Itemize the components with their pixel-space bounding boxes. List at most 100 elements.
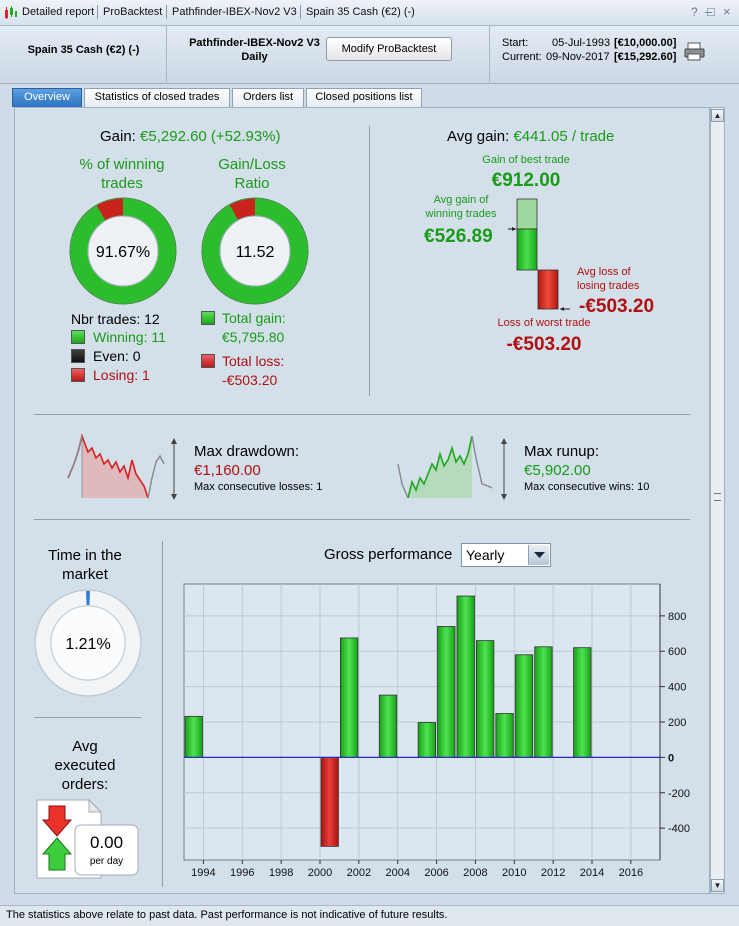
system-period: Daily <box>241 51 268 63</box>
x-tick-label: 1994 <box>191 867 215 879</box>
start-value: [€10,000.00] <box>614 37 677 49</box>
y-tick-label: 400 <box>668 682 686 694</box>
gain-loss-donut: 11.52 <box>201 197 309 305</box>
avg-loss-label-1: Avg loss of <box>577 266 631 278</box>
breadcrumb-probacktest[interactable]: ProBacktest <box>103 6 163 18</box>
restore-icon[interactable]: □ <box>707 4 715 19</box>
time-in-market-donut: 1.21% <box>34 589 142 697</box>
x-tick-label: 2012 <box>541 867 565 879</box>
best-trade-label: Gain of best trade <box>482 154 570 166</box>
time-in-market-value: 1.21% <box>65 636 110 653</box>
avg-orders-title-2: executed <box>54 757 116 774</box>
breadcrumb-system[interactable]: Pathfinder-IBEX-Nov2 V3 <box>172 6 297 18</box>
total-gain-value: €5,795.80 <box>222 329 285 345</box>
tab-closed-positions[interactable]: Closed positions list <box>306 88 422 107</box>
scroll-down-icon[interactable]: ▼ <box>711 879 724 892</box>
buy-arrow-icon <box>41 837 73 871</box>
bar-2013 <box>573 647 592 758</box>
title-bar: Detailed report ProBacktest Pathfinder-I… <box>0 0 739 26</box>
scroll-grip-icon[interactable] <box>714 493 721 501</box>
max-consecutive-wins: Max consecutive wins: 10 <box>524 481 650 493</box>
close-icon[interactable]: × <box>723 4 731 19</box>
pct-winning-title-2: trades <box>101 175 143 192</box>
status-bar: The statistics above relate to past data… <box>0 905 739 926</box>
tab-orders-list[interactable]: Orders list <box>232 88 304 107</box>
max-runup-value: €5,902.00 <box>524 462 591 479</box>
modify-probacktest-button[interactable]: Modify ProBacktest <box>326 37 452 61</box>
gain-line: Gain: €5,292.60 (+52.93%) <box>100 128 281 145</box>
current-label: Current: <box>502 51 542 63</box>
avg-orders-title-1: Avg <box>72 738 98 755</box>
x-tick-label: 2014 <box>580 867 604 879</box>
max-consecutive-losses: Max consecutive losses: 1 <box>194 481 323 493</box>
bar-2005 <box>417 722 437 758</box>
scroll-up-icon[interactable]: ▲ <box>711 109 724 122</box>
printer-icon[interactable] <box>684 42 706 62</box>
time-in-market-title-2: market <box>62 566 108 583</box>
time-in-market-title: Time in the market <box>35 546 135 584</box>
start-label: Start: <box>502 37 529 49</box>
vertical-scrollbar[interactable]: ▲ ▼ <box>710 107 725 894</box>
total-gain-swatch <box>201 311 215 325</box>
breadcrumb-detailed-report[interactable]: Detailed report <box>22 6 95 18</box>
x-tick-label: 2016 <box>619 867 643 879</box>
bar-2000 <box>320 756 339 847</box>
bar-2011 <box>534 646 553 758</box>
x-tick-label: 2004 <box>385 867 409 879</box>
left-panel-vertical-divider <box>162 541 163 887</box>
section-divider <box>369 126 370 396</box>
tab-overview[interactable]: Overview <box>12 88 82 107</box>
y-tick-label: 800 <box>668 611 686 623</box>
x-tick-label: 2002 <box>347 867 371 879</box>
bar-1993 <box>184 715 203 758</box>
best-trade-value: €912.00 <box>491 170 561 191</box>
losing-legend-swatch <box>71 368 85 382</box>
y-tick-label: 600 <box>668 646 686 658</box>
bar-2009 <box>495 713 514 758</box>
candlestick-chart-icon <box>5 6 17 19</box>
avg-orders-title-3: orders: <box>61 776 109 793</box>
chevron-down-icon[interactable] <box>528 545 549 565</box>
help-icon[interactable]: ? <box>691 5 698 19</box>
period-select-value: Yearly <box>466 547 505 563</box>
orders-document-icon <box>36 798 139 879</box>
breadcrumb-instrument[interactable]: Spain 35 Cash (€2) (-) <box>306 6 415 18</box>
winning-legend-swatch <box>71 330 85 344</box>
drawdown-sparkline-icon <box>67 434 177 500</box>
bar-2006 <box>437 626 456 758</box>
avg-loss-value: -€503.20 <box>579 296 655 317</box>
even-legend-swatch <box>71 349 85 363</box>
avg-gain-line: Avg gain: €441.05 / trade <box>447 128 614 145</box>
avg-orders-unit: per day <box>89 856 124 867</box>
x-tick-label: 1996 <box>230 867 254 879</box>
period-select[interactable]: Yearly <box>461 543 551 567</box>
minimize-icon[interactable]: – <box>705 4 713 19</box>
x-tick-label: 1998 <box>269 867 293 879</box>
avg-loss-label: Avg loss of losing trades <box>577 265 639 293</box>
gain-loss-title-1: Gain/Loss <box>218 156 286 173</box>
time-in-market-title-1: Time in the <box>48 547 122 564</box>
x-tick-label: 2000 <box>308 867 332 879</box>
horizontal-divider-1 <box>34 414 690 415</box>
current-value: [€15,292.60] <box>614 51 677 63</box>
avg-trade-bars <box>508 198 570 311</box>
max-drawdown-value: €1,160.00 <box>194 462 261 479</box>
even-count: Even: 0 <box>93 348 141 364</box>
avg-gain-value: €441.05 / trade <box>513 128 615 145</box>
pct-winning-title: % of winning trades <box>62 155 182 193</box>
avg-win-label-1: Avg gain of <box>433 194 489 206</box>
avg-gain-label: Avg gain: <box>447 128 510 145</box>
winning-trades-donut: 91.67% <box>69 197 177 305</box>
sell-arrow-icon <box>41 805 73 837</box>
avg-loss-bar <box>537 269 559 310</box>
bar-2001 <box>339 637 359 758</box>
instrument-name: Spain 35 Cash (€2) (-) <box>27 44 140 56</box>
gain-label: Gain: <box>100 128 136 145</box>
total-loss-swatch <box>201 354 215 368</box>
bar-2007 <box>456 595 475 758</box>
avg-win-value: €526.89 <box>424 226 493 247</box>
pct-winning-value: 91.67% <box>96 244 150 261</box>
x-tick-label: 2008 <box>463 867 487 879</box>
tab-statistics-closed-trades[interactable]: Statistics of closed trades <box>84 88 230 107</box>
